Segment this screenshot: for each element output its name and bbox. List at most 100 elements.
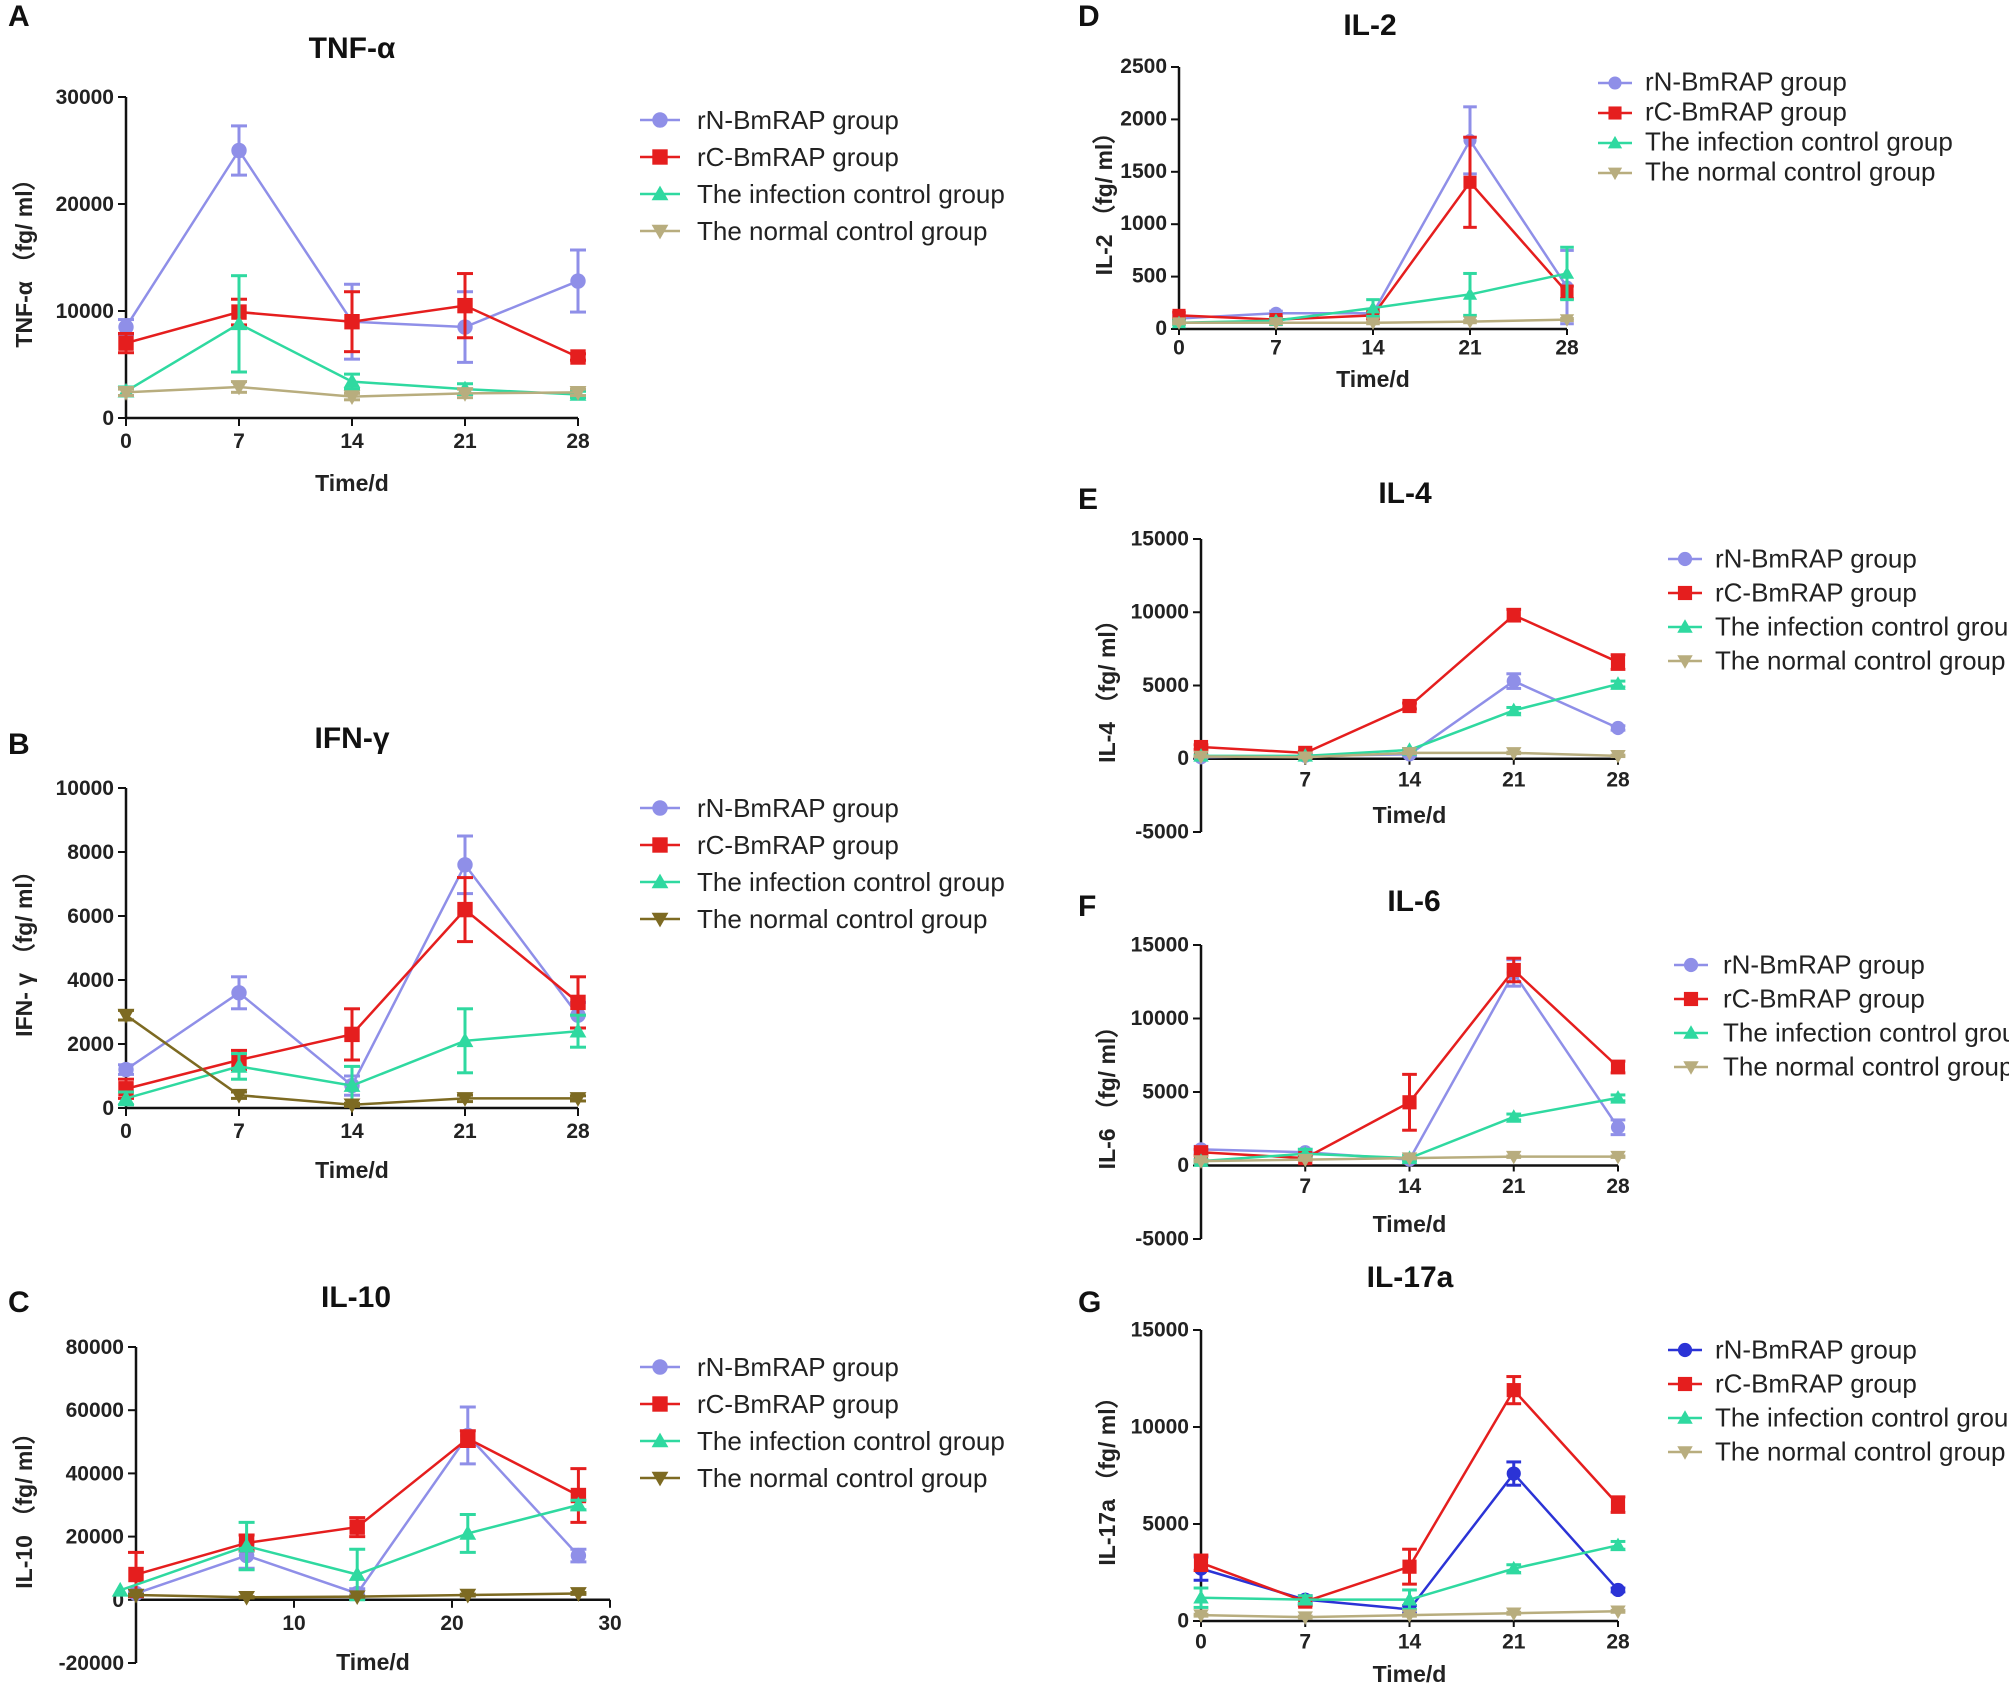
chart-title: IL-4 [1378,477,1432,510]
chart-title: IL-2 [1343,9,1396,42]
data-point [128,1566,144,1583]
x-tick-label: 14 [1398,1631,1422,1654]
legend-label: rN-BmRAP group [1715,543,1917,573]
legend-marker [651,1432,669,1448]
data-point [1365,317,1381,330]
data-point [1506,608,1521,623]
series-rc-bmrap-group [1193,956,1626,1166]
legend-item: The infection control group [640,867,1005,897]
panel-letter: D [1078,0,1100,33]
data-point [570,1496,587,1512]
legend-item: rC-BmRAP group [640,142,899,172]
data-point [230,1088,248,1104]
series-rn-bmrap-group [1172,105,1574,326]
legend-item: rC-BmRAP group [640,830,899,860]
y-axis-label: IL-2 （fg/ ml） [1091,121,1117,276]
legend-label: The normal control group [697,904,987,934]
x-tick-label: 28 [1606,1175,1630,1198]
legend-label: The normal control group [1723,1051,2009,1081]
data-point [1506,1607,1522,1621]
legend-label: The infection control group [1723,1017,2009,1047]
legend-label: rN-BmRAP group [697,105,899,135]
legend-label: The normal control group [1715,645,2005,675]
y-tick-label: -5000 [1135,820,1189,843]
data-point [570,1547,587,1564]
y-tick-label: 10000 [56,777,114,800]
x-tick-label: 14 [1361,337,1385,360]
data-point [118,1061,134,1078]
data-point [456,1092,474,1107]
legend-item: rN-BmRAP group [1598,67,1847,97]
y-axis-label: IL-17a （fg/ ml） [1094,1385,1120,1565]
y-axis-label: IL-4 （fg/ ml） [1094,608,1120,763]
data-point [1506,674,1521,689]
panel-letter: F [1078,890,1096,923]
y-tick-label: -5000 [1135,1227,1189,1250]
legend-marker [1677,1376,1693,1392]
series-the-infection-control-group [111,1496,587,1602]
x-tick-label: 14 [340,1120,364,1143]
series-the-normal-control-group [1193,747,1626,766]
data-point [1297,1611,1313,1625]
legend-marker [1608,106,1622,120]
legend-marker [1677,551,1693,567]
chart-title: IL-10 [321,1281,391,1314]
legend-marker [1677,655,1693,669]
data-point [1365,300,1381,314]
x-tick-label: 30 [598,1612,621,1635]
x-tick-label: 10 [282,1612,305,1635]
y-tick-label: 0 [102,1097,114,1120]
data-point [457,297,473,314]
data-point [118,335,134,351]
data-point [1610,1497,1626,1512]
x-tick-label: 0 [1195,1631,1207,1654]
x-axis-label: Time/d [336,1649,410,1675]
data-point [1193,1609,1209,1623]
data-point [570,273,586,289]
x-tick-label: 0 [120,430,132,453]
data-point [1401,1152,1418,1166]
data-point [1610,1150,1626,1165]
x-tick-label: 7 [233,430,245,453]
x-tick-label: 7 [1270,337,1282,360]
data-point [343,1098,361,1114]
legend-item: The normal control group [1668,645,2005,675]
legend-marker [1683,957,1699,973]
data-point [231,985,247,1001]
y-tick-label: 15000 [1131,1318,1189,1341]
legend-item: The normal control group [640,904,987,934]
legend-label: The infection control group [1715,611,2009,641]
data-point [1610,676,1626,690]
data-point [570,349,586,365]
series-the-normal-control-group [127,1587,587,1606]
panel-letter: G [1078,1286,1101,1319]
legend-item: rC-BmRAP group [640,1389,899,1419]
series-line [1178,137,1569,320]
data-point [1193,1555,1209,1570]
data-point [457,857,473,873]
legend-marker [651,224,669,240]
legend-label: rC-BmRAP group [697,1389,899,1419]
legend-marker [1677,585,1693,601]
legend-label: rC-BmRAP group [697,142,899,172]
data-point [343,373,361,388]
data-point [1297,1591,1313,1606]
x-tick-label: 14 [1398,768,1422,791]
data-point [460,1430,476,1447]
series-rc-bmrap-group [1193,1375,1626,1609]
data-point [1610,1120,1626,1135]
legend-item: The infection control group [640,1426,1005,1456]
data-point [349,1519,365,1535]
data-point [117,386,135,401]
legend-label: rN-BmRAP group [697,793,899,823]
legend-item: rC-BmRAP group [1668,577,1917,607]
legend-item: The infection control group [1598,127,1953,157]
data-point [459,1525,477,1540]
data-point [456,1032,474,1048]
data-point [238,1537,255,1553]
y-axis-label: TNF-α （fg/ ml） [11,167,37,347]
chart-title: IL-6 [1387,885,1440,918]
x-tick-label: 7 [1299,768,1311,791]
legend-item: rN-BmRAP group [1668,1334,1917,1364]
data-point [1506,747,1522,761]
